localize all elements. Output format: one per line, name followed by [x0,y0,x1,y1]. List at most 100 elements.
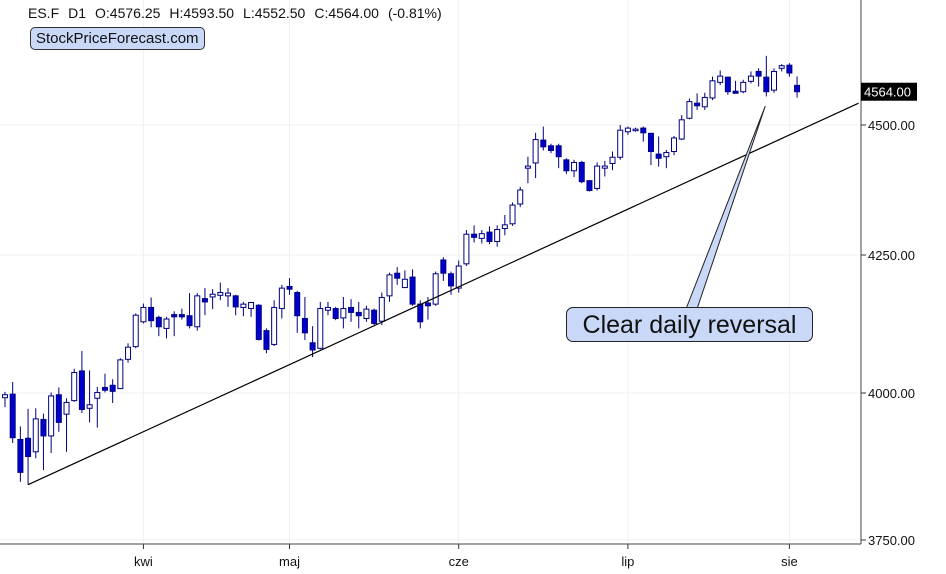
candle [324,301,331,316]
candle [640,126,647,142]
candle [101,373,108,393]
candle-body-down [255,304,262,340]
candle-body-down [232,295,239,308]
candle [732,80,739,94]
candle-body-down [786,64,793,74]
candle [25,408,32,485]
symbol: ES.F [28,5,60,21]
candle-body-up [125,346,132,360]
candle [755,68,762,87]
candle-body-down [155,316,162,328]
candle [186,293,193,329]
high-value: H:4593.50 [169,5,235,21]
candle [17,426,24,482]
candle [125,343,132,363]
candle-body-down [763,76,770,93]
candle [632,127,639,132]
candle-body-up [209,293,216,298]
candle [524,156,531,184]
candle [401,270,408,289]
candle-body-up [140,306,147,323]
candle-body-down [332,308,339,319]
y-tick-label: 3750.00 [868,533,915,548]
close-value: C:4564.00 [314,5,379,21]
y-tick-label: 4000.00 [868,386,915,401]
candle-body-down [640,127,647,134]
candle [601,160,608,177]
candle-body-down [40,418,47,437]
candle [471,225,478,243]
x-tick-label: cze [449,554,469,569]
candle-body-down [348,306,355,313]
ohlc-header: ES.F D1 O:4576.25 H:4593.50 L:4552.50 C:4564.… [28,5,451,21]
x-tick-label: sie [781,554,798,569]
candle-body-down [471,233,478,238]
open-value: O:4576.25 [95,5,161,21]
candle-body-up [594,165,601,189]
candle-body-down [486,231,493,242]
candle-body-up [324,306,331,311]
candle-body-up [524,165,531,169]
candle [694,93,701,110]
candle-body-up [701,96,708,108]
candle [709,76,716,101]
x-tick-label: kwi [134,554,153,569]
candle-body-down [732,90,739,94]
candle-body-up [663,152,670,158]
candle-body-up [278,287,285,310]
candle-body-up [248,301,255,310]
candle-body-down [563,159,570,172]
candle [232,294,239,316]
candle [724,76,731,95]
candle-body-up [132,314,139,348]
candle-body-up [71,372,78,402]
candle-body-down [694,102,701,107]
y-tick-label: 4250.00 [868,248,915,263]
candle-body-down [448,273,455,287]
candle [624,126,631,135]
candle [547,143,554,154]
brand-label: StockPriceForecast.com [30,27,205,50]
axes: 4500.00 4250.00 4000.00 3750.00 kwi maj cze lip… [0,0,917,569]
trendline [27,102,859,486]
candle-body-down [78,370,85,410]
candle [778,64,785,72]
candle [9,381,16,443]
candle-body-down [547,145,554,151]
y-tick-label: 4500.00 [868,118,915,133]
candle [594,162,601,191]
candle-body-up [747,75,754,82]
candle-body-down [55,394,62,423]
candle [363,305,370,322]
candle [171,311,178,337]
timeframe: D1 [68,5,87,21]
candle [263,328,270,354]
candle-body-up [271,306,278,345]
candle-body-up [386,274,393,297]
candle-body-up [363,308,370,319]
x-tick-label: lip [621,554,634,569]
candle-body-down [647,132,654,153]
candle [478,230,485,244]
change-value: (-0.81%) [387,5,442,21]
candle-body-down [286,285,293,290]
candle-body-down [109,384,116,392]
candle-body-up [317,308,324,349]
candle-body-down [17,438,24,473]
candle-body-up [517,189,524,205]
candle-body-up [194,295,201,328]
candle [148,297,155,328]
candle [225,288,232,307]
candle-body-up [601,165,608,169]
candle-body-down [578,161,585,183]
candle [78,351,85,413]
candle [294,290,301,333]
candle [432,271,439,306]
candle-body-up [455,265,462,289]
candle-body-down [101,386,108,391]
candle [378,292,385,326]
candle-body-down [655,153,662,159]
candle [509,202,516,226]
candle-body-down [25,437,32,458]
candle-body-up [225,292,232,297]
